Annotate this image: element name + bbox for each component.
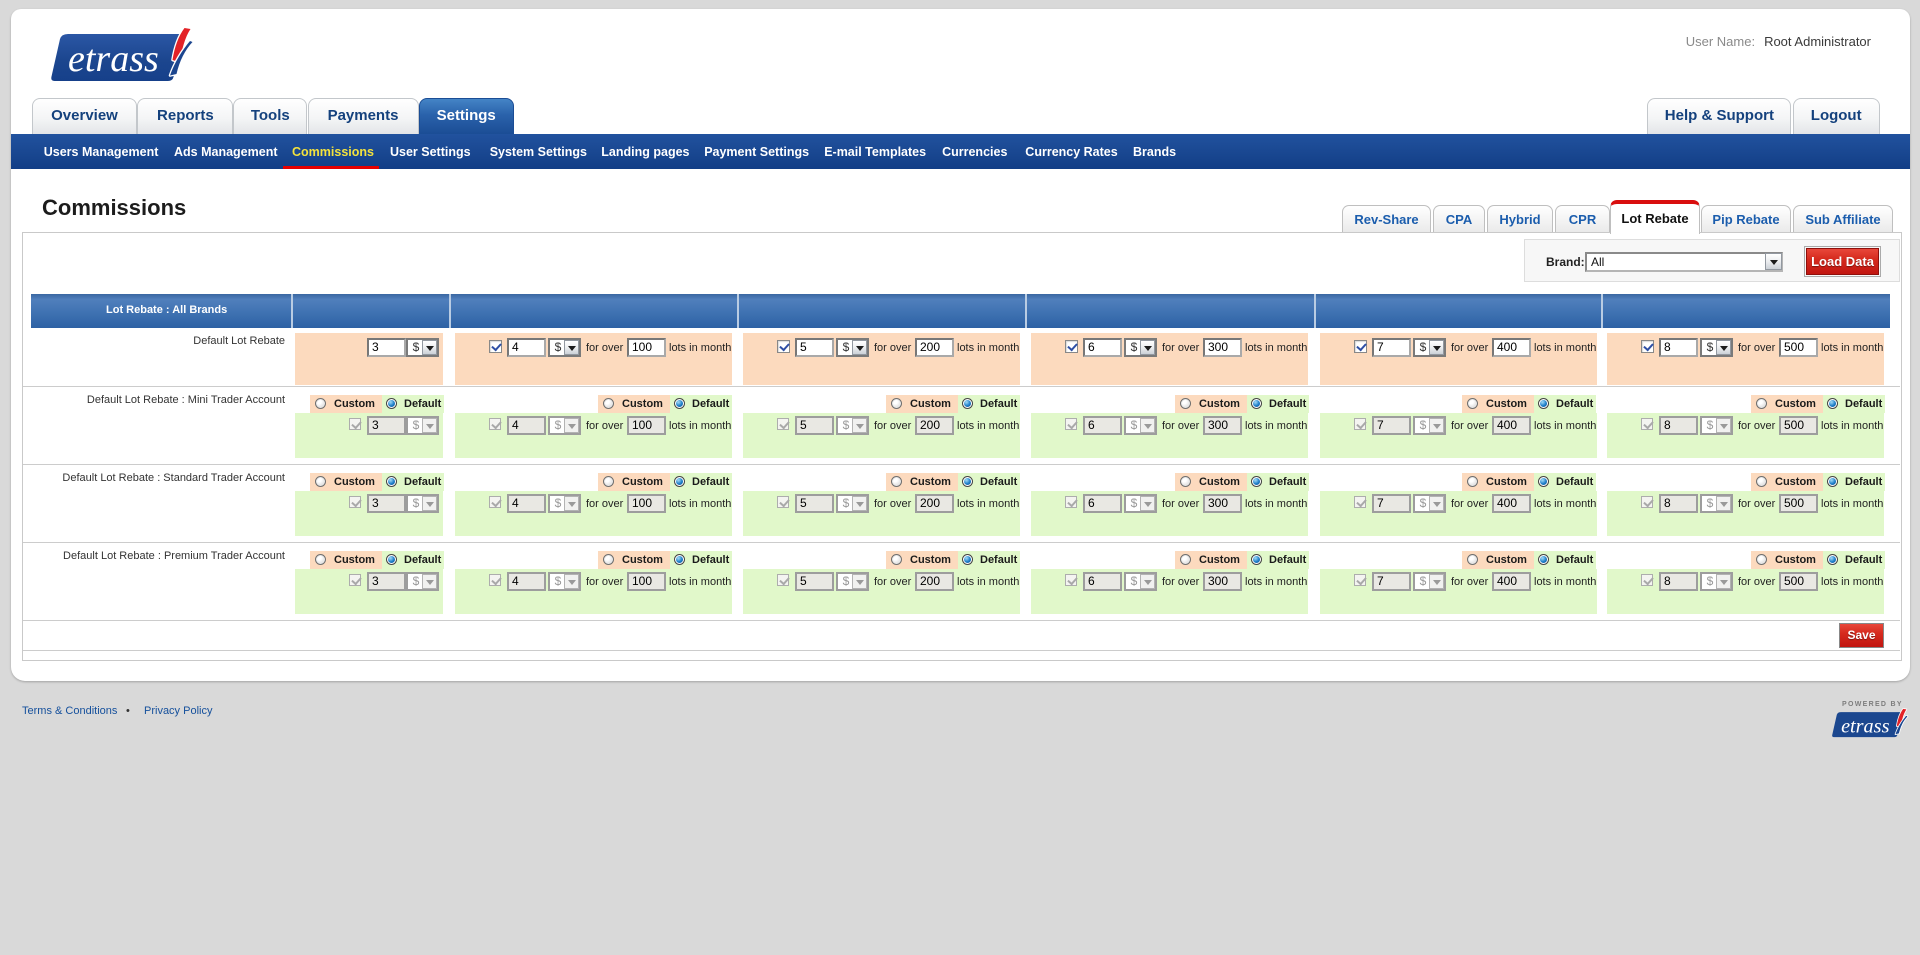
svg-text:etrass: etrass	[68, 38, 159, 80]
svg-text:etrass: etrass	[1841, 715, 1890, 737]
